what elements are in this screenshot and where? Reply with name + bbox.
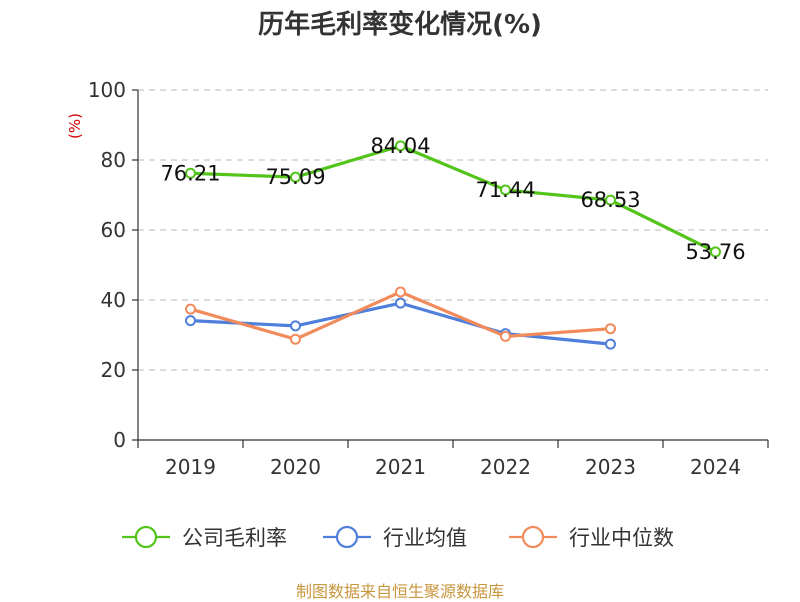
data-label: 68.53 bbox=[580, 188, 640, 212]
x-tick-label: 2020 bbox=[270, 455, 321, 479]
series-1-point[interactable] bbox=[185, 167, 196, 179]
legend-item-1[interactable]: 公司毛利率 bbox=[122, 525, 287, 550]
y-axis-unit-label: (%) bbox=[66, 113, 84, 139]
legend-label: 行业均值 bbox=[383, 526, 467, 550]
series-3-point[interactable] bbox=[185, 303, 196, 315]
series-3-point[interactable] bbox=[395, 286, 406, 298]
series-2-point[interactable] bbox=[185, 315, 196, 327]
data-source-note: 制图数据来自恒生聚源数据库 bbox=[295, 582, 504, 601]
x-tick-label: 2024 bbox=[690, 455, 741, 479]
series-1-point[interactable] bbox=[500, 184, 511, 196]
series-group bbox=[185, 140, 721, 350]
data-label: 76.21 bbox=[160, 161, 220, 185]
y-tick-label: 40 bbox=[101, 288, 126, 312]
chart-title: 历年毛利率变化情况(%) bbox=[258, 10, 542, 40]
legend-item-3[interactable]: 行业中位数 bbox=[509, 525, 674, 550]
legend-marker-icon bbox=[134, 525, 158, 549]
x-tick-label: 2022 bbox=[480, 455, 531, 479]
data-label: 84.04 bbox=[370, 134, 430, 158]
data-label: 53.76 bbox=[685, 240, 745, 264]
series-2-line bbox=[188, 301, 613, 346]
x-tick-label: 2021 bbox=[375, 455, 426, 479]
series-1-point[interactable] bbox=[605, 194, 616, 206]
y-tick-label: 100 bbox=[88, 78, 126, 102]
series-2-point[interactable] bbox=[395, 297, 406, 309]
y-tick-label: 20 bbox=[101, 358, 126, 382]
legend-label: 行业中位数 bbox=[569, 526, 674, 550]
series-1-line bbox=[188, 144, 718, 254]
data-label: 75.09 bbox=[265, 165, 325, 189]
x-tick-label: 2023 bbox=[585, 455, 636, 479]
legend-label: 公司毛利率 bbox=[182, 526, 287, 550]
series-1-point[interactable] bbox=[710, 246, 721, 258]
series-1-point[interactable] bbox=[395, 140, 406, 152]
series-2-point[interactable] bbox=[290, 320, 301, 332]
legend-marker-icon bbox=[521, 525, 545, 549]
grid-lines bbox=[138, 89, 768, 371]
axes: 0 20 40 60 80 100 2019 2020 2021 2022 2023 2024 bbox=[88, 78, 769, 479]
data-label: 71.44 bbox=[475, 178, 535, 202]
legend-marker-icon bbox=[335, 525, 359, 549]
series-1-point[interactable] bbox=[290, 171, 301, 183]
series-2-point[interactable] bbox=[605, 338, 616, 350]
legend[interactable]: 公司毛利率 行业均值 行业中位数 bbox=[122, 525, 674, 550]
y-tick-label: 60 bbox=[101, 218, 126, 242]
y-tick-label: 80 bbox=[101, 148, 126, 172]
series-3-point[interactable] bbox=[290, 333, 301, 345]
legend-item-2[interactable]: 行业均值 bbox=[323, 525, 467, 550]
y-tick-label: 0 bbox=[113, 428, 126, 452]
x-tick-label: 2019 bbox=[165, 455, 216, 479]
series-3-point[interactable] bbox=[500, 330, 511, 342]
series-3-point[interactable] bbox=[605, 323, 616, 335]
data-labels: 76.21 75.09 84.04 71.44 68.53 53.76 bbox=[160, 134, 745, 264]
